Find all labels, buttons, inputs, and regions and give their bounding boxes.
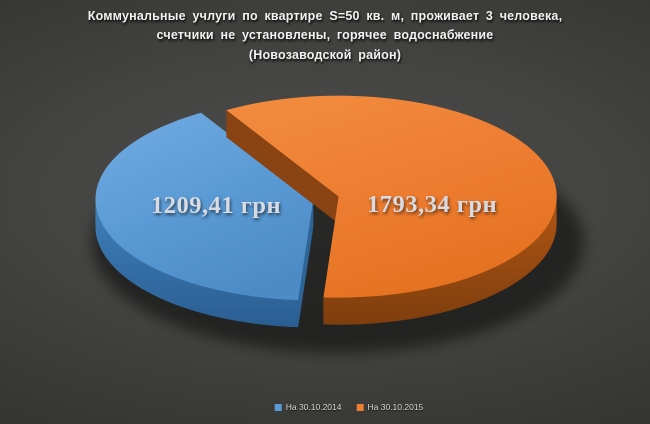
legend-swatch-2015-icon (356, 403, 364, 411)
side-band (95, 199, 299, 328)
cut-face-end (226, 110, 339, 224)
cut-face-end (298, 199, 314, 328)
pie-slices (95, 95, 557, 328)
chart-title-line-3: (Новозаводской район) (248, 47, 402, 62)
side-band (323, 196, 557, 325)
slice-label-2014: 1209,41 грн (151, 192, 281, 219)
slice-label-2015: 1793,34 грн (367, 191, 497, 218)
chart-title: Коммунальные учлуги по квартире S=50 кв.… (0, 7, 650, 65)
legend-item-2014[interactable]: На 30.10.2014 (274, 402, 342, 412)
chart-title-line-2: счетчики не установлены, горячее водосна… (156, 28, 494, 43)
top-face (226, 95, 557, 298)
chart-legend: На 30.10.2014 На 30.10.2015 (274, 402, 424, 412)
chart-title-line-1: Коммунальные учлуги по квартире S=50 кв.… (87, 9, 563, 23)
legend-label-2015: На 30.10.2015 (367, 402, 424, 412)
legend-item-2015[interactable]: На 30.10.2015 (356, 402, 424, 412)
legend-label-2014: На 30.10.2014 (285, 402, 342, 412)
pie-slice-30.10.2015[interactable] (226, 95, 557, 325)
legend-swatch-2014-icon (274, 403, 282, 411)
